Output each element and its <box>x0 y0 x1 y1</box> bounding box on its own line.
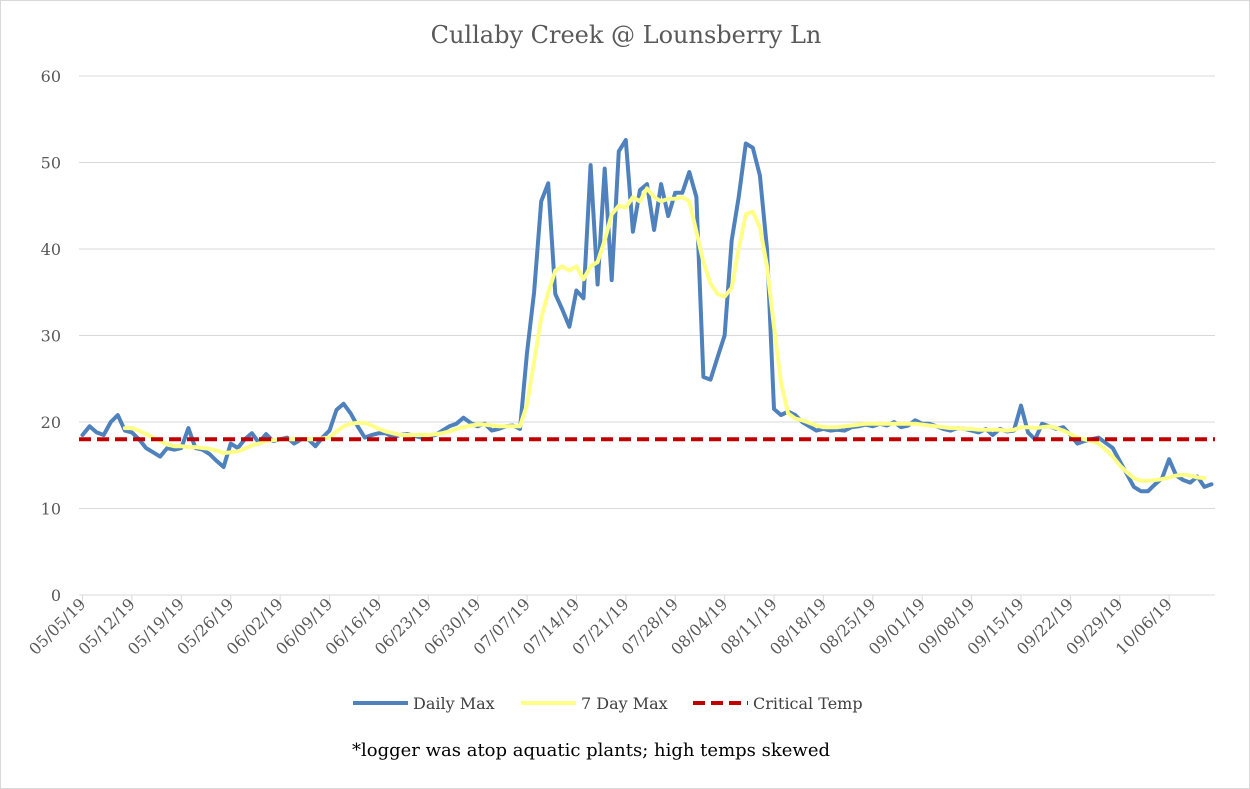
y-axis: 0 10 20 30 40 50 60 <box>41 67 61 605</box>
y-tick-label: 20 <box>41 413 61 432</box>
gridlines <box>79 75 1215 509</box>
chart-note: *logger was atop aquatic plants; high te… <box>352 740 830 761</box>
y-tick-label: 50 <box>41 154 61 173</box>
plot-area <box>79 138 1215 494</box>
y-tick-label: 60 <box>41 67 61 86</box>
legend-label-critical-temp: Critical Temp <box>753 694 863 713</box>
legend-label-daily-max: Daily Max <box>413 694 495 713</box>
y-tick-label: 40 <box>41 240 61 259</box>
y-tick-label: 10 <box>41 500 61 519</box>
legend-label-7-day-max: 7 Day Max <box>581 694 668 713</box>
y-tick-label: 0 <box>51 586 61 605</box>
x-axis: 05/05/1905/12/1905/19/1905/26/1906/02/19… <box>25 594 1215 659</box>
y-tick-label: 30 <box>41 327 61 346</box>
chart-title: Cullaby Creek @ Lounsberry Ln <box>431 21 822 49</box>
legend: Daily Max 7 Day Max Critical Temp <box>353 694 863 713</box>
